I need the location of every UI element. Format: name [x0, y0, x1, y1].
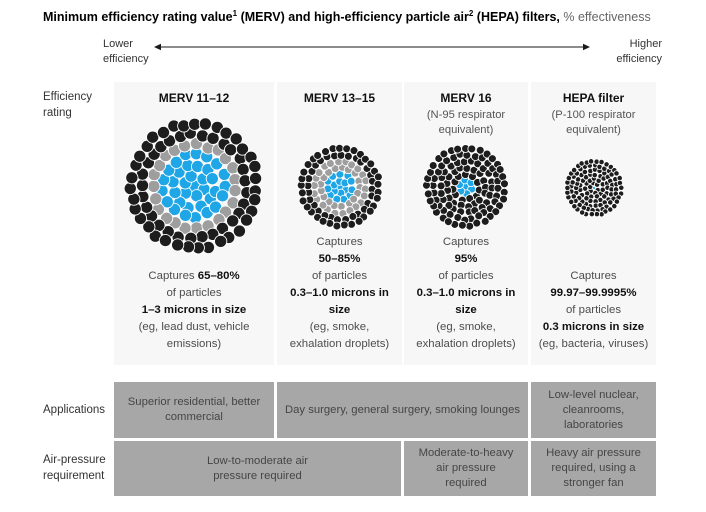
footnote-ref-1: 1	[232, 9, 238, 18]
particle-examples: (eg, bacteria, viruses)	[538, 338, 649, 350]
filter-card-merv-11-12: MERV 11–12 Captures 65–80% of particles …	[114, 82, 274, 365]
capture-percent: 95%	[454, 253, 478, 265]
captures-text: Captures 99.97–99.9995% of particles 0.3…	[537, 268, 650, 353]
filter-name: MERV 13–15	[303, 91, 376, 105]
particle-examples: (eg, smoke, exhalation droplets)	[289, 321, 390, 350]
particle-size: 0.3–1.0 microns in size	[290, 287, 389, 316]
row-label-applications: Applications	[43, 404, 106, 416]
particle-cluster-icon	[296, 143, 383, 231]
filter-name: MERV 11–12	[158, 91, 230, 105]
captures-text: Captures 65–80% of particles 1–3 microns…	[120, 268, 268, 353]
filter-card-merv-13-15: MERV 13–15 Captures 50–85% of particles …	[277, 82, 402, 365]
captures-text: Captures 50–85% of particles 0.3–1.0 mic…	[283, 234, 396, 353]
page-title: Minimum efficiency rating value1 (MERV) …	[43, 9, 651, 25]
particle-examples: (eg, lead dust, vehicle emissions)	[138, 321, 250, 350]
particle-size: 1–3 microns in size	[141, 304, 247, 316]
efficiency-arrow	[154, 43, 590, 51]
particle-size: 0.3–1.0 microns in size	[416, 287, 516, 316]
filter-name: MERV 16	[440, 91, 492, 105]
axis-label-higher: Higher efficiency	[616, 38, 662, 65]
capture-percent: 65–80%	[197, 270, 240, 282]
applications-cell-merv-11-12: Superior residential, better commercial	[114, 382, 274, 438]
arrowhead-left	[154, 43, 161, 51]
filter-name: HEPA filter	[562, 91, 625, 105]
capture-percent: 99.97–99.9995%	[550, 287, 637, 299]
filter-subtitle: (N-95 respirator equivalent)	[426, 109, 506, 136]
arrowhead-right	[583, 43, 590, 51]
air-pressure-cell-merv-16: Moderate-to-heavy air pressure required	[404, 441, 528, 496]
applications-cell-merv-13-16: Day surgery, general surgery, smoking lo…	[277, 382, 528, 438]
title-main: Minimum efficiency rating value	[43, 10, 233, 25]
particle-cluster-icon	[563, 158, 624, 218]
particle-cluster-icon	[124, 117, 263, 255]
particle-size: 0.3 microns in size	[542, 321, 645, 333]
row-label-efficiency-rating: Efficiency rating	[43, 91, 93, 119]
axis-label-lower: Lower efficiency	[103, 38, 149, 65]
filter-card-hepa: HEPA filter (P-100 respirator equivalent…	[531, 82, 656, 365]
particle-cluster-icon	[422, 144, 509, 231]
row-label-air-pressure: Air-pressure requirement	[43, 454, 106, 482]
particle-examples: (eg, smoke, exhalation droplets)	[416, 321, 516, 350]
footnote-ref-2: 2	[468, 9, 474, 18]
filter-subtitle: (P-100 respirator equivalent)	[551, 109, 636, 136]
capture-percent: 50–85%	[318, 253, 361, 265]
title-unit: % effectiveness	[559, 10, 651, 25]
applications-cell-hepa: Low-level nuclear, cleanrooms, laborator…	[531, 382, 656, 438]
filter-card-merv-16: MERV 16 (N-95 respirator equivalent) Cap…	[404, 82, 528, 365]
air-pressure-cell-hepa: Heavy air pressure required, using a str…	[531, 441, 656, 496]
captures-text: Captures 95% of particles 0.3–1.0 micron…	[410, 234, 522, 353]
air-pressure-cell-merv-11-15: Low-to-moderate air pressure required	[114, 441, 401, 496]
